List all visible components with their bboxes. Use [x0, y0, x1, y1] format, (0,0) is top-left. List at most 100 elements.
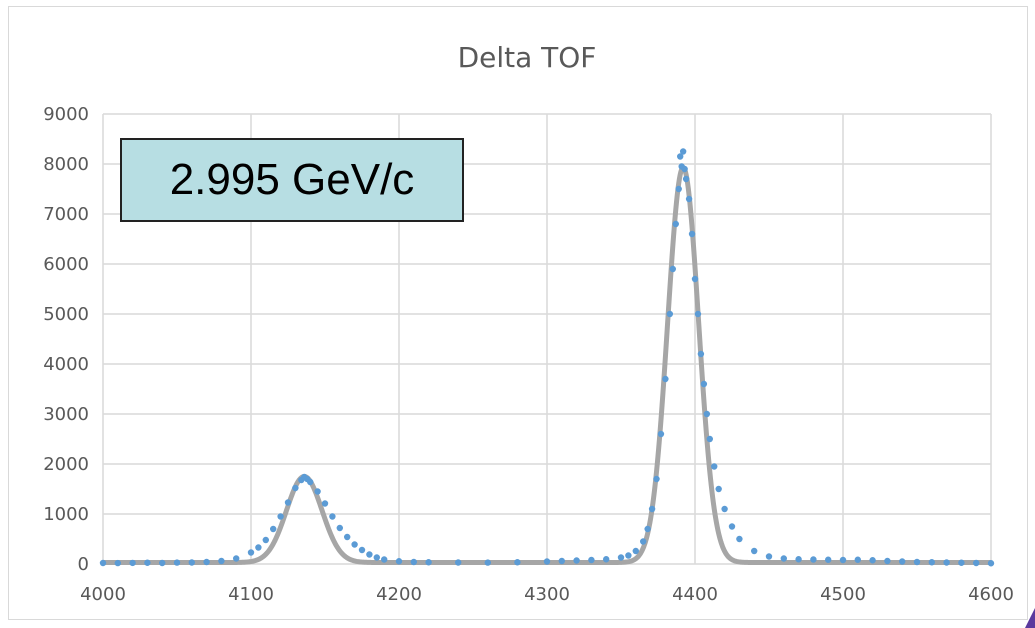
data-point: [314, 488, 321, 495]
data-point: [395, 558, 403, 565]
data-point: [662, 375, 669, 383]
data-point: [715, 485, 722, 493]
data-point: [410, 558, 417, 566]
x-tick-label: 4100: [228, 584, 274, 605]
data-point: [358, 546, 366, 554]
data-point: [270, 525, 277, 533]
y-tick-label: 2000: [43, 454, 89, 475]
x-tick-label: 4600: [968, 584, 1014, 605]
data-point: [685, 195, 693, 203]
momentum-annotation: 2.995 GeV/c: [120, 138, 464, 222]
x-tick-label: 4300: [524, 584, 570, 605]
data-point: [679, 148, 687, 155]
data-point: [711, 463, 718, 470]
data-point: [321, 500, 329, 507]
data-point: [736, 535, 743, 543]
data-point: [159, 559, 166, 567]
data-point: [825, 556, 832, 563]
data-point: [669, 265, 676, 273]
data-point: [884, 557, 891, 565]
y-tick-label: 6000: [43, 254, 89, 275]
chart-frame: Delta TOF 0 1000 2000 3000 4000 5000 6000 7000 8…: [8, 6, 1028, 620]
data-point: [644, 525, 651, 533]
data-point: [144, 559, 151, 566]
y-tick-label: 7000: [43, 204, 89, 225]
corner-arrow-mark: [1025, 608, 1035, 628]
data-point: [233, 555, 240, 562]
data-point: [728, 523, 736, 530]
data-point: [99, 559, 107, 567]
data-point: [780, 555, 787, 562]
chart-title: Delta TOF: [458, 41, 597, 74]
data-point: [839, 556, 847, 564]
data-point: [810, 556, 817, 563]
data-point: [366, 551, 373, 558]
data-point: [688, 230, 696, 238]
data-point: [675, 185, 682, 193]
tick-labels: 0 1000 2000 3000 4000 5000 6000 7000 8000 9000 400…: [43, 104, 1014, 605]
data-point: [765, 553, 773, 560]
data-point: [795, 556, 802, 563]
y-tick-label: 8000: [43, 154, 89, 175]
data-point: [484, 559, 491, 566]
data-point: [351, 541, 358, 548]
data-point: [666, 310, 674, 318]
data-point: [632, 547, 639, 555]
data-point: [558, 557, 565, 565]
data-point: [277, 513, 284, 520]
y-tick-label: 1000: [43, 504, 89, 525]
y-tick-label: 9000: [43, 104, 89, 125]
data-point: [721, 505, 728, 513]
data-points: [99, 148, 995, 567]
data-point: [869, 557, 876, 564]
data-point: [262, 536, 269, 544]
y-tick-label: 5000: [43, 304, 89, 325]
data-point: [640, 538, 647, 545]
data-point: [677, 153, 684, 160]
x-tick-label: 4500: [820, 584, 866, 605]
data-point: [706, 435, 713, 443]
data-point: [603, 556, 610, 563]
data-point: [899, 558, 906, 565]
data-point: [129, 559, 136, 567]
data-point: [344, 533, 351, 541]
data-point: [928, 559, 935, 566]
data-point: [694, 310, 702, 318]
data-point: [681, 165, 688, 173]
x-tick-label: 4400: [672, 584, 718, 605]
data-point: [672, 220, 679, 228]
data-point: [588, 556, 595, 564]
data-point: [218, 557, 225, 565]
x-tick-label: 4200: [376, 584, 422, 605]
y-tick-label: 4000: [43, 354, 89, 375]
y-tick-label: 3000: [43, 404, 89, 425]
data-point: [573, 557, 580, 564]
data-point: [292, 484, 299, 492]
data-point: [682, 175, 690, 183]
data-point: [307, 478, 314, 486]
data-point: [188, 559, 195, 566]
data-point: [255, 544, 262, 551]
data-point: [247, 549, 255, 556]
y-tick-label: 0: [78, 554, 89, 575]
x-tick-label: 4000: [80, 584, 126, 605]
data-point: [703, 410, 711, 418]
data-point: [697, 350, 705, 358]
data-point: [987, 560, 995, 567]
data-point: [329, 513, 336, 520]
data-point: [625, 552, 632, 559]
delta-tof-chart: Delta TOF 0 1000 2000 3000 4000 5000 6000 7000 8…: [43, 41, 1014, 605]
data-point: [854, 556, 861, 563]
data-point: [943, 559, 950, 566]
data-point: [617, 554, 625, 561]
data-point: [653, 475, 660, 483]
data-point: [373, 554, 380, 561]
data-point: [114, 559, 122, 567]
data-point: [455, 559, 462, 566]
data-point: [543, 558, 551, 565]
data-point: [913, 558, 921, 566]
data-point: [648, 505, 656, 513]
data-point: [657, 430, 665, 438]
data-point: [203, 558, 210, 566]
data-point: [700, 380, 708, 388]
